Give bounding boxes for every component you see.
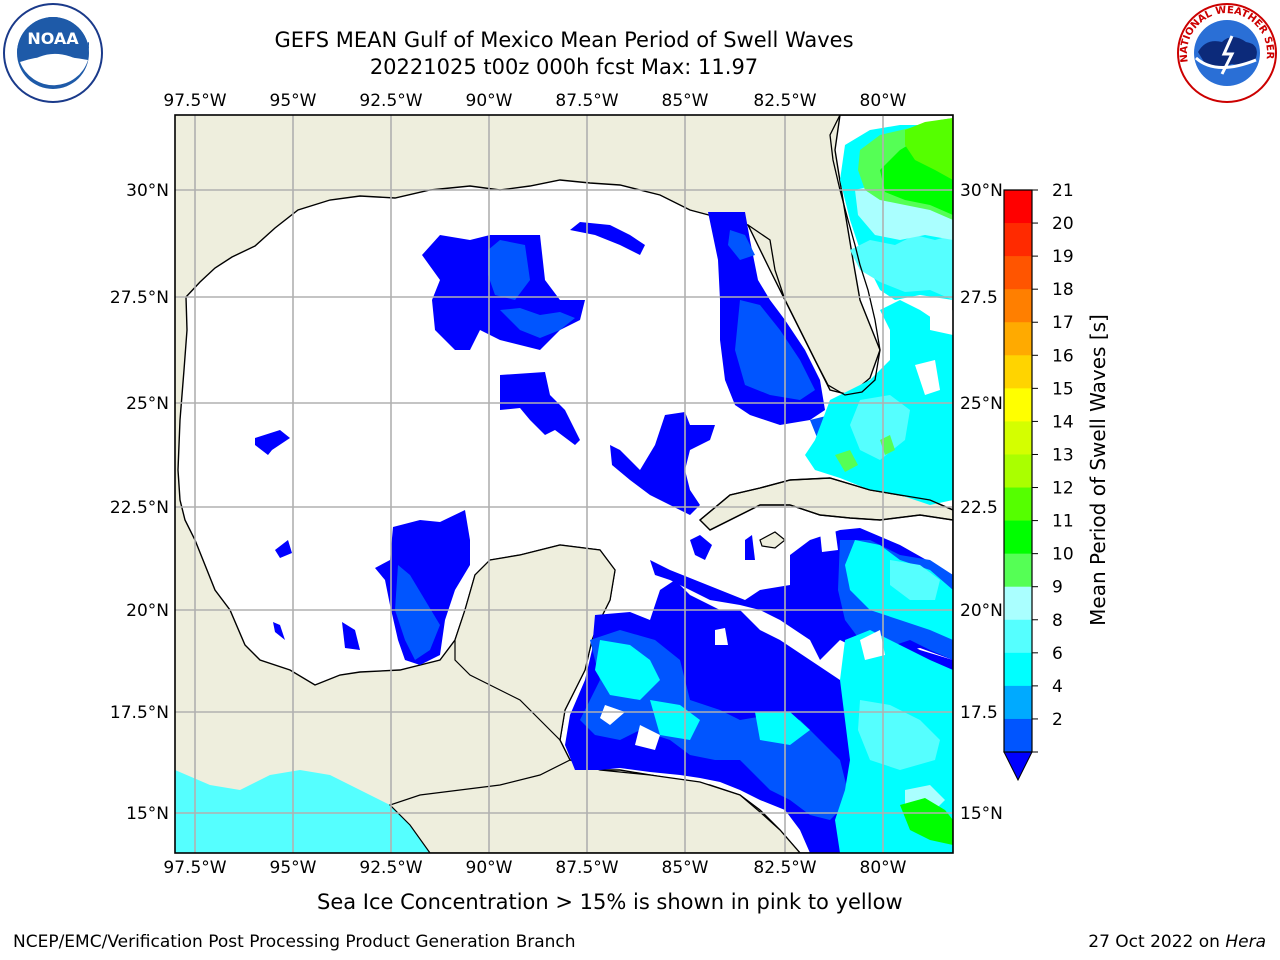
colorbar-tick-label: 9	[1052, 578, 1063, 598]
lat-labels-left: 30°N 27.5°N 25°N 22.5°N 20°N 17.5°N 15°N	[110, 181, 169, 824]
colorbar-swatch	[1004, 487, 1032, 522]
lon-label: 87.5°W	[555, 91, 618, 111]
colorbar-swatch	[1004, 718, 1032, 753]
lon-label: 85°W	[662, 91, 709, 111]
lon-label: 92.5°W	[359, 858, 422, 878]
sea-ice-note: Sea Ice Concentration > 15% is shown in …	[317, 890, 903, 914]
lon-label: 85°W	[662, 858, 709, 878]
lat-label: 25°N	[126, 394, 169, 414]
nws-logo-icon: NATIONAL WEATHER SERVICE	[1176, 2, 1277, 103]
yucatan-land	[454, 544, 616, 742]
colorbar-swatch	[1004, 619, 1032, 654]
lon-label: 90°W	[466, 858, 513, 878]
lon-label: 90°W	[466, 91, 513, 111]
lon-labels-bottom: 97.5°W 95°W 92.5°W 90°W 87.5°W 85°W 82.5…	[163, 858, 906, 878]
colorbar-tick-label: 15	[1052, 379, 1074, 399]
swell-contours-lightcyan	[850, 235, 953, 770]
lon-label: 95°W	[270, 858, 317, 878]
lat-label: 30°N	[960, 181, 1003, 201]
footer-date-text: 27 Oct 2022 on	[1088, 932, 1220, 952]
lat-label: 17.5	[960, 703, 998, 723]
colorbar-tick-label: 20	[1052, 214, 1074, 234]
lon-label: 82.5°W	[753, 91, 816, 111]
lat-label: 22.5	[960, 498, 998, 518]
lat-label: 22.5°N	[110, 498, 169, 518]
colorbar-tick-label: 6	[1052, 644, 1063, 664]
noaa-logo-icon: NOAA	[3, 3, 103, 103]
lat-label: 27.5°N	[110, 288, 169, 308]
pacific-swell-region	[175, 770, 430, 853]
colorbar-ticks: 21 20 19 18 17 16 15 14 13 12 11 10 9 8 6 4 2	[1032, 181, 1074, 753]
colorbar-extend-arrow	[1003, 751, 1033, 782]
lat-labels-right: 30°N 27.5 25°N 22.5 20°N 17.5 15°N	[960, 181, 1003, 824]
colorbar-swatch	[1004, 586, 1032, 621]
central-america-land	[388, 759, 801, 853]
map-gridlines	[175, 115, 953, 853]
lat-label: 20°N	[960, 601, 1003, 621]
colorbar-swatch	[1004, 652, 1032, 687]
colorbar-tick-label: 17	[1052, 313, 1074, 333]
map-frame	[174, 114, 954, 854]
colorbar-tick-label: 10	[1052, 545, 1074, 565]
colorbar-tick-label: 2	[1052, 710, 1063, 730]
lon-label: 92.5°W	[359, 91, 422, 111]
florida-land	[747, 115, 881, 396]
lon-label: 87.5°W	[555, 858, 618, 878]
lon-label: 95°W	[270, 91, 317, 111]
colorbar-tick-label: 13	[1052, 445, 1074, 465]
lon-labels-top: 97.5°W 95°W 92.5°W 90°W 87.5°W 85°W 82.5…	[163, 91, 906, 111]
footer-date: 27 Oct 2022 on Hera	[1088, 932, 1266, 952]
colorbar-swatch	[1004, 388, 1032, 422]
colorbar-tick-label: 4	[1052, 677, 1063, 697]
colorbar-swatch	[1004, 223, 1032, 257]
colorbar-swatch	[1004, 256, 1032, 290]
colorbar-swatch	[1004, 355, 1032, 389]
lat-label: 15°N	[126, 804, 169, 824]
colorbar-tick-label: 8	[1052, 611, 1063, 631]
colorbar-label: Mean Period of Swell Waves [s]	[1086, 314, 1110, 626]
colorbar-tick-label: 14	[1052, 412, 1074, 432]
colorbar-swatch	[1004, 322, 1032, 356]
lat-label: 20°N	[126, 601, 169, 621]
lat-label: 15°N	[960, 804, 1003, 824]
lon-label: 80°W	[860, 91, 907, 111]
colorbar-tick-label: 19	[1052, 247, 1074, 267]
no-data-patches	[600, 310, 953, 750]
colorbar-tick-label: 12	[1052, 479, 1074, 499]
lon-label: 82.5°W	[753, 858, 816, 878]
colorbar-swatch	[1004, 685, 1032, 720]
colorbar	[1003, 189, 1033, 782]
colorbar-tick-label: 16	[1052, 346, 1074, 366]
footer-credit: NCEP/EMC/Verification Post Processing Pr…	[13, 932, 576, 952]
noaa-logo-text: NOAA	[27, 29, 79, 48]
colorbar-swatch	[1004, 553, 1032, 588]
colorbar-swatch	[1004, 520, 1032, 555]
lat-label: 17.5°N	[110, 703, 169, 723]
colorbar-tick-label: 11	[1052, 512, 1074, 532]
swell-contours-green	[835, 118, 953, 845]
colorbar-tick-label: 18	[1052, 280, 1074, 300]
colorbar-swatch	[1004, 454, 1032, 489]
lon-label: 97.5°W	[163, 858, 226, 878]
chart-title: GEFS MEAN Gulf of Mexico Mean Period of …	[274, 28, 854, 52]
lat-label: 27.5	[960, 288, 998, 308]
footer-host: Hera	[1225, 932, 1266, 952]
jamaica-land	[759, 531, 786, 549]
chart-subtitle-run: 20221025 t00z 000h fcst Max: 11.97	[369, 55, 759, 79]
colorbar-swatch	[1004, 289, 1032, 323]
colorbar-swatch	[1004, 421, 1032, 455]
lon-label: 97.5°W	[163, 91, 226, 111]
colorbar-swatch	[1004, 190, 1032, 224]
colorbar-tick-label: 21	[1052, 181, 1074, 201]
map-panel	[175, 115, 953, 853]
lat-label: 30°N	[126, 181, 169, 201]
lat-label: 25°N	[960, 394, 1003, 414]
lon-label: 80°W	[860, 858, 907, 878]
